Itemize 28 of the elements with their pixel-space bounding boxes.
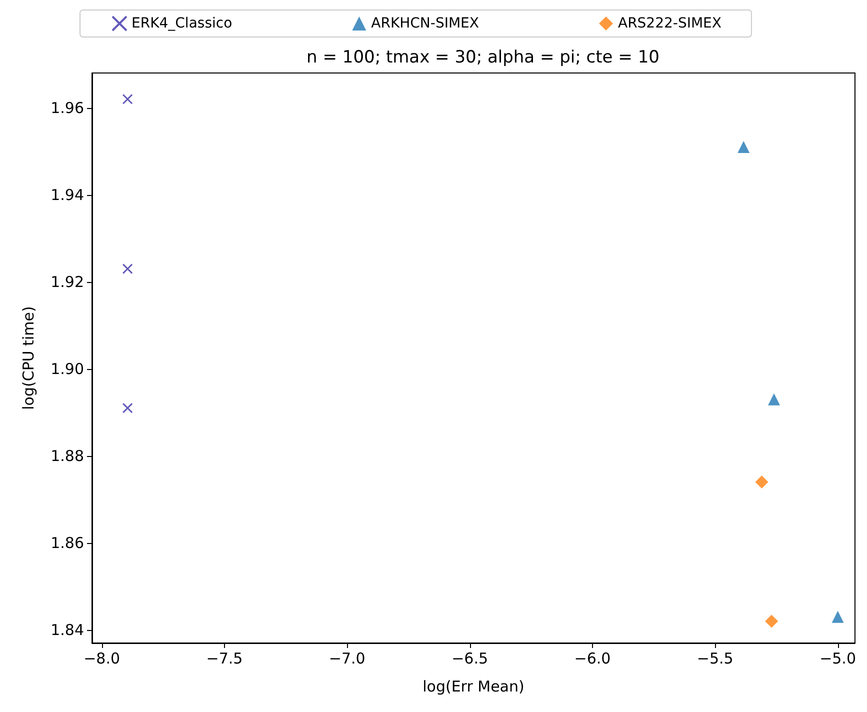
point	[738, 140, 750, 153]
point	[122, 94, 133, 104]
x-tick-label: −8.0	[84, 650, 120, 668]
y-tick-label: 1.96	[50, 98, 84, 117]
point	[768, 393, 780, 406]
x-tick-label: −5.0	[820, 650, 856, 668]
chart-title: n = 100; tmax = 30; alpha = pi; cte = 10	[306, 48, 660, 68]
y-tick-label: 1.94	[50, 186, 84, 204]
point	[755, 476, 768, 489]
y-axis-title: log(CPU time)	[20, 306, 38, 410]
x-tick-label: −6.0	[574, 650, 611, 668]
point	[765, 614, 778, 628]
x-tick-label: −6.5	[452, 650, 488, 668]
legend-label: ARS222-SIMEX	[618, 16, 722, 32]
legend-label: ARKHCN-SIMEX	[371, 16, 480, 32]
x-tick-label: −7.5	[206, 650, 243, 668]
point	[122, 264, 133, 274]
point	[832, 610, 844, 623]
x-tick-label: −5.5	[696, 650, 734, 668]
y-tick-label: 1.88	[50, 446, 84, 465]
y-tick-label: 1.84	[50, 620, 84, 639]
point	[122, 402, 133, 414]
legend-label: ERK4_Classico	[132, 16, 232, 32]
x-axis-title: log(Err Mean)	[422, 678, 524, 696]
y-tick-label: 1.86	[50, 534, 84, 552]
x-tick-label: −7.0	[328, 650, 366, 668]
y-tick-label: 1.92	[50, 272, 84, 291]
y-tick-label: 1.90	[50, 360, 84, 378]
